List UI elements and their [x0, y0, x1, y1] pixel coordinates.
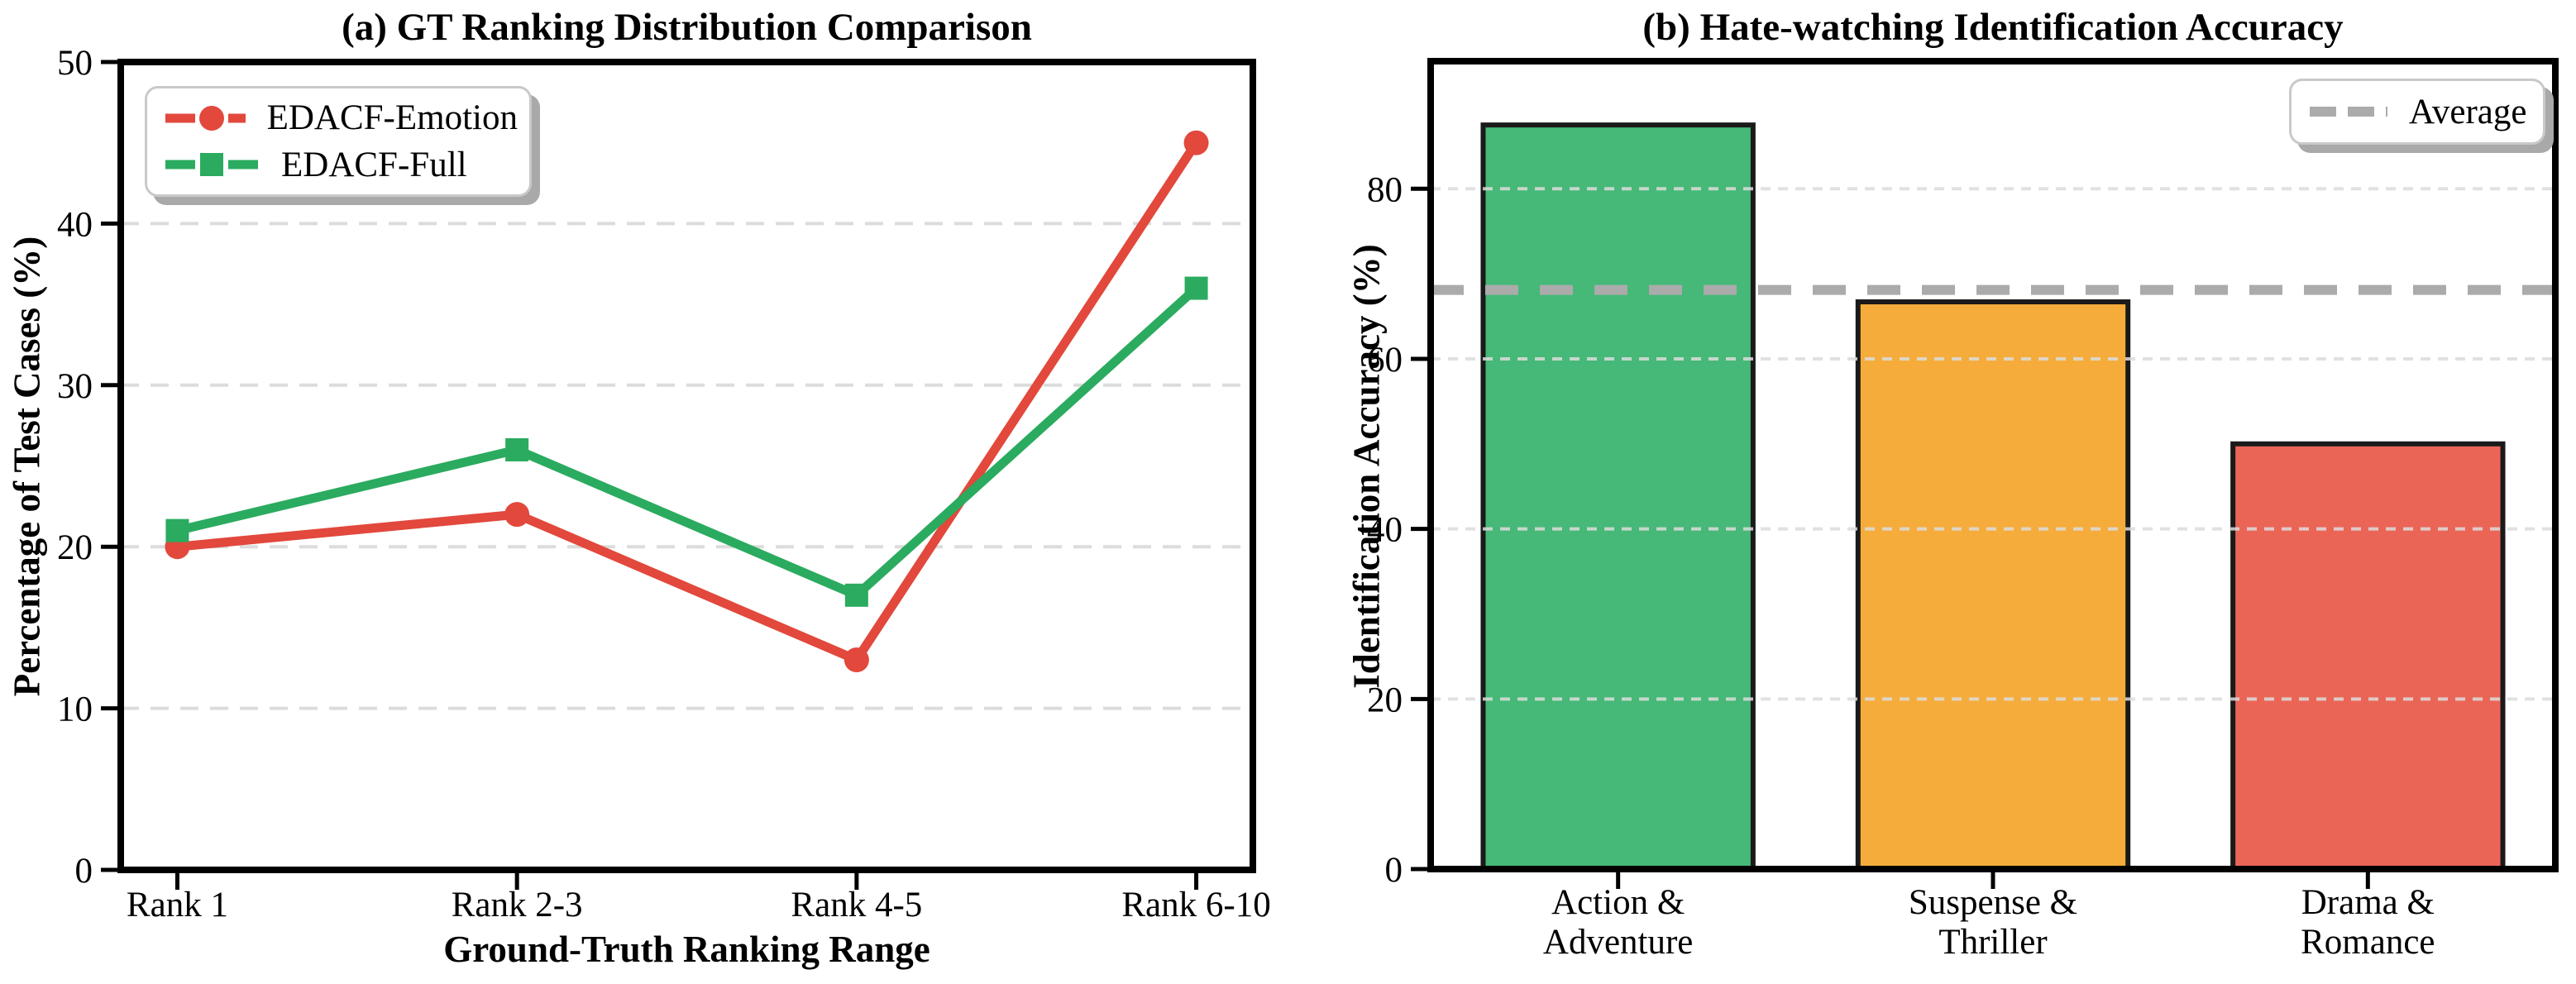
marker-square-EDACF-Full-Rank 6-10	[1184, 276, 1208, 300]
panel-b-title: (b) Hate-watching Identification Accurac…	[1642, 6, 2344, 49]
legend-label-full: EDACF-Full	[281, 145, 467, 184]
series-line-EDACF-Full	[172, 284, 1202, 600]
y-tick-label: 60	[1367, 341, 1403, 380]
panel-b-ylabel: Identification Accuracy (%)	[1345, 244, 1388, 689]
y-tick-label: 80	[1367, 170, 1403, 209]
panel-a-legend: EDACF-Emotion EDACF-Full	[145, 86, 532, 197]
y-tick-label: 0	[75, 852, 93, 891]
panel-a-xlabel: Ground-Truth Ranking Range	[443, 929, 930, 970]
marker-square-EDACF-Full-Rank 2-3	[505, 437, 529, 461]
bar-Action-&-Adventure	[1480, 122, 1756, 872]
x-tick-label: Action & Adventure	[1543, 883, 1694, 962]
marker-circle-EDACF-Emotion-Rank 4-5	[844, 647, 869, 672]
panel-b-legend: Average	[2289, 79, 2545, 145]
average-line-sample-icon	[2310, 107, 2387, 117]
x-tick-label: Suspense & Thriller	[1909, 883, 2077, 962]
series-line-EDACF-Emotion	[172, 138, 1202, 665]
y-tick-label: 0	[1385, 851, 1403, 890]
y-tick-label: 40	[57, 205, 93, 244]
emotion-line-sample-icon	[165, 105, 246, 131]
legend-item-edacf-emotion: EDACF-Emotion	[164, 98, 518, 138]
panel-b-frame	[1427, 58, 2559, 872]
panel-a-ylabel: Percentage of Test Cases (%)	[6, 236, 48, 697]
y-tick-label: 20	[1367, 681, 1403, 719]
legend-label-average: Average	[2409, 92, 2527, 131]
x-tick-label: Drama & Romance	[2301, 883, 2435, 962]
y-tick-label: 10	[57, 690, 93, 729]
y-tick-label: 30	[57, 367, 93, 406]
marker-circle-EDACF-Emotion-Rank 6-10	[1183, 130, 1209, 155]
x-tick-label: Rank 6-10	[1121, 886, 1270, 924]
x-tick-label: Rank 1	[127, 886, 228, 924]
full-line-sample-icon	[165, 153, 258, 177]
y-tick-label: 20	[57, 528, 93, 567]
y-tick-label: 40	[1367, 511, 1403, 550]
legend-label-emotion: EDACF-Emotion	[266, 98, 518, 138]
marker-square-EDACF-Full-Rank 1	[165, 518, 189, 542]
bar-Drama-&-Romance	[2230, 441, 2506, 872]
legend-item-edacf-full: EDACF-Full	[164, 145, 518, 185]
panel-a-title: (a) GT Ranking Distribution Comparison	[342, 6, 1032, 49]
y-tick-label: 50	[57, 44, 93, 83]
x-tick-label: Rank 2-3	[452, 886, 583, 924]
panel-a-frame	[117, 59, 1256, 873]
bar-Suspense-&-Thriller	[1855, 299, 2131, 872]
marker-square-EDACF-Full-Rank 4-5	[844, 583, 868, 607]
legend-item-average: Average	[2308, 92, 2531, 132]
x-tick-label: Rank 4-5	[791, 886, 922, 924]
marker-circle-EDACF-Emotion-Rank 2-3	[504, 502, 530, 528]
